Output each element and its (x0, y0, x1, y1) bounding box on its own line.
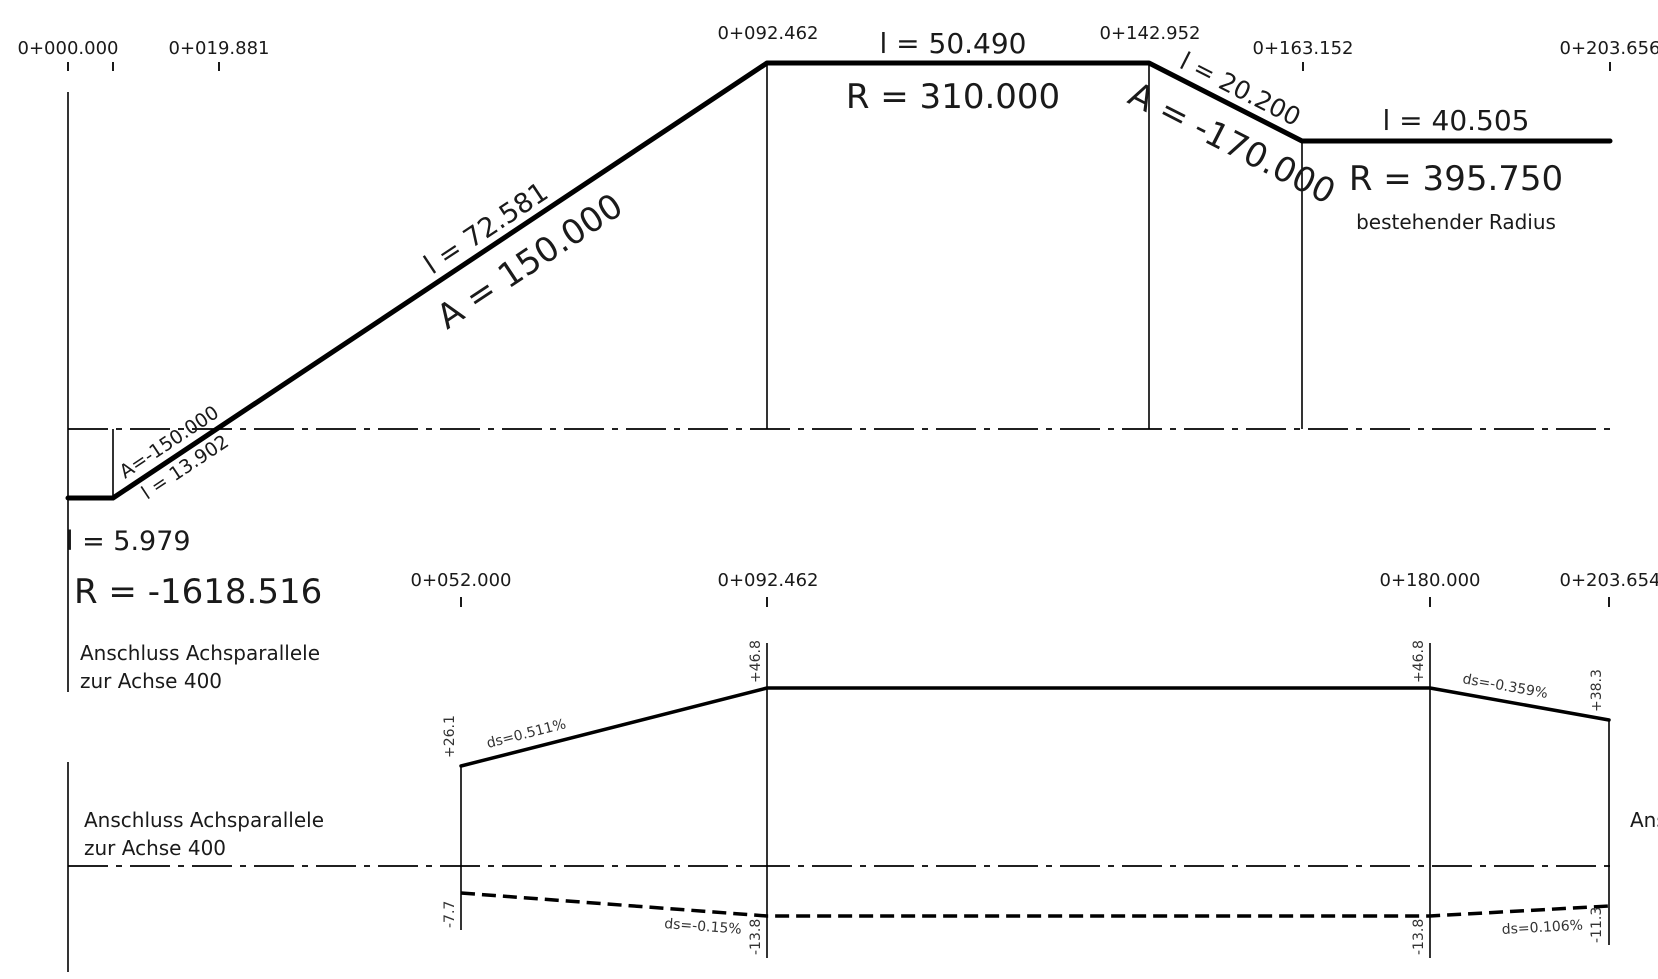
profile-station-label: 0+180.000 (1380, 570, 1481, 591)
upper-offset-value: +46.8 (1411, 640, 1427, 683)
lower-slope-label: ds=-0.15% (664, 916, 742, 938)
element4-radius-label: R = 310.000 (846, 77, 1060, 117)
plan-connection-note-line2: zur Achse 400 (80, 669, 222, 693)
element4-length-label: l = 50.490 (879, 27, 1026, 60)
upper-offset-line (459, 686, 1611, 768)
plan-station-label: 0+203.656 (1560, 38, 1658, 59)
plan-connection-note-line1: Anschluss Achsparallele (80, 641, 320, 665)
lower-offset-value: -13.8 (748, 919, 764, 955)
lower-offset-value: -13.8 (1411, 919, 1427, 955)
plan-station-label: 0+019.881 (169, 38, 270, 59)
element1-length-label: l = 5.979 (66, 526, 191, 557)
element6-radius-label: R = 395.750 (1349, 159, 1563, 199)
curvature-band: 0+000.000 0+019.881 0+092.462 0+142.952 … (18, 23, 1658, 693)
element6-note: bestehender Radius (1356, 210, 1556, 234)
profile-station-label: 0+092.462 (718, 570, 819, 591)
curvature-line (65, 60, 1613, 501)
plan-station-label: 0+163.152 (1253, 38, 1354, 59)
element6-length-label: l = 40.505 (1382, 104, 1529, 137)
upper-offset-value: +26.1 (442, 715, 458, 758)
lower-slope-label: ds=0.106% (1501, 917, 1583, 938)
upper-offset-value: +38.3 (1589, 669, 1605, 712)
profile-connection-note-line1: Anschluss Achsparallele (84, 808, 324, 832)
profile-connection-note-line2: zur Achse 400 (84, 836, 226, 860)
lower-offset-value: -11.3 (1589, 907, 1605, 943)
profile-station-label: 0+203.654 (1560, 570, 1658, 591)
profile-right-cut-label: Ans (1630, 808, 1658, 832)
lower-offset-value: -7.7 (442, 901, 458, 928)
profile-station-label: 0+052.000 (411, 570, 512, 591)
offset-band: 0+052.000 0+092.462 0+180.000 0+203.654 … (67, 570, 1658, 972)
upper-offset-value: +46.8 (748, 640, 764, 683)
plan-station-label: 0+092.462 (718, 23, 819, 44)
lower-offset-line (460, 891, 1610, 918)
element1-radius-label: R = -1618.516 (74, 572, 322, 612)
plan-station-label: 0+142.952 (1100, 23, 1201, 44)
upper-slope-label: ds=0.511% (485, 716, 568, 752)
plan-station-label: 0+000.000 (18, 38, 119, 59)
